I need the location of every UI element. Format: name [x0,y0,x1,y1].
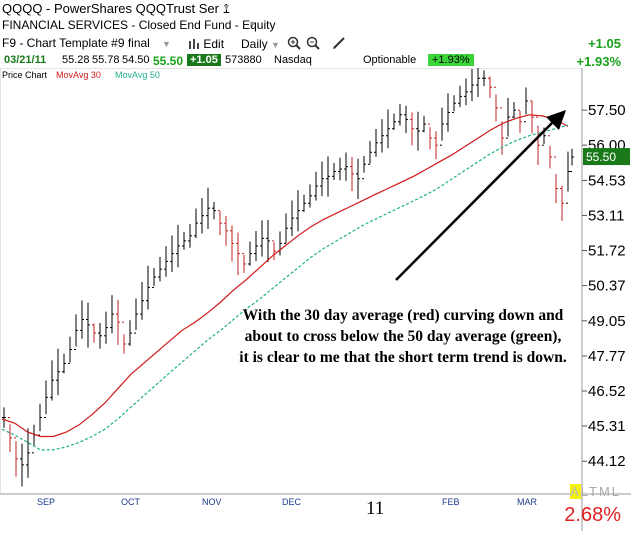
edit-button[interactable]: Edit [188,37,224,51]
x-tick-label: DEC [282,497,302,507]
plot-frame [0,67,583,495]
y-tick-label: 44.12 [588,453,626,470]
annotation-arrow-line [395,119,556,281]
period-select[interactable]: Daily ▼ [241,37,280,51]
header-change: +1.05 [588,36,621,51]
price-chart[interactable]: Price Chart MovAvg 30 MovAvg 50 57.50 56.00 5… [0,59,631,531]
price-chart-svg[interactable]: Price Chart MovAvg 30 MovAvg 5057.5056.005… [0,59,631,531]
y-tick-label: 51.72 [588,243,626,260]
symbol-title[interactable]: QQQQ - PowerShares QQQTrust Ser 1 [2,1,230,16]
quote-exchange: Nasdaq [274,54,312,66]
edit-label: Edit [203,37,225,51]
quote-open: 55.28 [62,54,90,66]
y-tick-label: 57.50 [588,102,626,119]
title-bar: QQQQ - PowerShares QQQTrust Ser 1 ▼ [0,0,631,18]
header-change-pct: +1.93% [576,54,621,69]
ma30-line [1,114,569,438]
x-tick-label: FEB [442,497,460,507]
period-dropdown-icon: ▼ [271,40,280,50]
view-mode-active[interactable]: A [570,484,581,499]
draw-pencil-icon[interactable] [332,36,346,53]
y-tick-label: 50.37 [588,278,626,295]
quote-bar: 03/21/11 55.28 55.78 54.50 55.50 +1.05 5… [0,53,631,69]
optionable-label: Optionable [363,54,417,66]
sector-bar: FINANCIAL SERVICES - Closed End Fund - E… [0,17,631,35]
view-mode-rest[interactable]: LTML [580,484,621,499]
footer-change-pct: 2.68% [564,504,621,526]
sector-text: FINANCIAL SERVICES - Closed End Fund - E… [2,18,276,32]
template-dropdown-icon[interactable]: ▼ [162,39,171,49]
ma50-line [1,124,569,451]
sector-dropdown-icon[interactable]: ▼ [248,19,257,29]
y-tick-label: 46.52 [588,383,626,400]
template-select[interactable]: F9 - Chart Template #9 final [2,36,150,50]
legend-ma30: MovAvg 30 [56,70,101,80]
chart-annotation: With the 30 day average (red) curving do… [239,307,567,366]
quote-high: 55.78 [92,54,120,66]
legend-price: Price Chart [2,70,48,80]
quote-last: 55.50 [153,54,184,68]
y-tick-label: 54.53 [588,172,626,189]
x-tick-label: OCT [121,497,141,507]
quote-low: 54.50 [122,54,150,66]
last-price-label: 55.50 [586,150,616,164]
legend-ma50: MovAvg 50 [115,70,160,80]
annotation-arrow-head [546,110,566,130]
symbol-dropdown-icon[interactable]: ▼ [222,2,231,12]
x-tick-label: MAR [517,497,538,507]
y-tick-label: 45.31 [588,418,626,435]
y-tick-label: 47.77 [588,348,626,365]
quote-date: 03/21/11 [4,54,47,66]
quote-change: +1.05 [187,54,221,66]
last-price-box [583,148,630,166]
y-tick-label: 53.11 [588,207,624,224]
x-tick-label: SEP [37,497,55,507]
y-tick-label: 49.05 [588,313,626,330]
x-tick-label: NOV [202,497,222,507]
zoom-out-icon[interactable] [306,36,320,53]
view-mode-selector[interactable]: ALTML [570,484,621,499]
zoom-in-icon[interactable] [287,36,301,53]
quote-change-pct: +1.93% [428,54,474,66]
toolbar: F9 - Chart Template #9 final ▼ Edit Dail… [0,34,631,54]
bar-chart-icon [189,39,199,49]
period-label: Daily [241,37,268,51]
year-label: 11 [366,498,385,519]
quote-volume: 573880 [225,54,262,66]
